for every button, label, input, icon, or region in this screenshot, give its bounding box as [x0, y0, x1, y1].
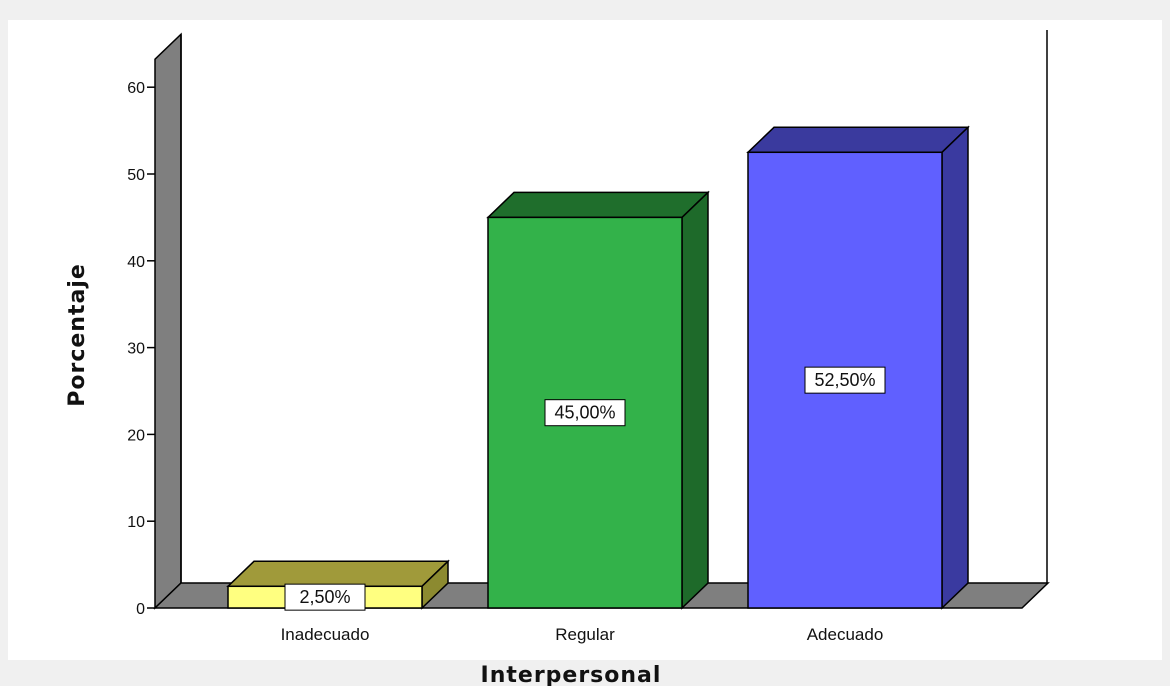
- data-label-box: [804, 366, 886, 394]
- bar-side: [681, 190, 709, 610]
- bar-top: [226, 560, 450, 588]
- side-wall: [154, 32, 182, 610]
- data-label-group: 2,50%: [284, 583, 366, 611]
- data-label-box: [544, 399, 626, 427]
- data-label-box: [284, 583, 366, 611]
- data-label: 2,50%: [299, 587, 350, 607]
- y-tick-label: 60: [127, 80, 145, 97]
- y-tick-label: 30: [127, 341, 145, 358]
- bar-top: [486, 191, 710, 219]
- bar-top: [746, 126, 970, 154]
- y-tick-label: 50: [127, 167, 145, 184]
- bar-side: [941, 125, 969, 610]
- y-tick-label: 0: [136, 601, 145, 618]
- x-tick-label: Adecuado: [807, 625, 884, 644]
- x-axis-title: Interpersonal: [481, 663, 662, 686]
- data-label: 52,50%: [814, 370, 875, 390]
- data-label-group: 45,00%: [544, 399, 626, 427]
- x-tick-label: Inadecuado: [281, 625, 370, 644]
- x-tick-label: Regular: [555, 625, 615, 644]
- bar-group: [226, 559, 450, 610]
- data-label: 45,00%: [554, 403, 615, 423]
- data-label-group: 52,50%: [804, 366, 886, 394]
- y-axis-title: Porcentaje: [65, 263, 90, 407]
- y-tick-label: 10: [127, 514, 145, 531]
- y-tick-label: 20: [127, 427, 145, 444]
- y-tick-label: 40: [127, 254, 145, 271]
